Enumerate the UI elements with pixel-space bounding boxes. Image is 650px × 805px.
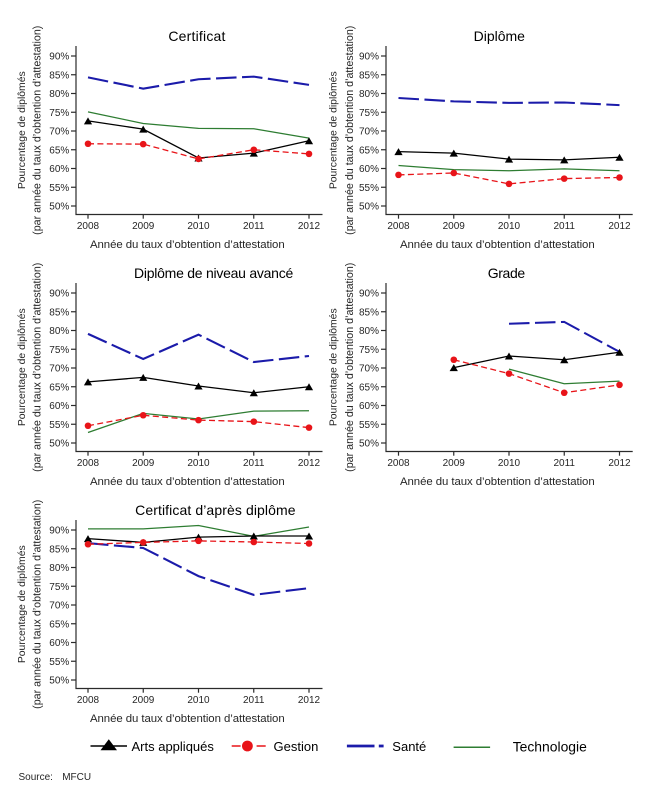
svg-text:(par année du taux d’obtention: (par année du taux d’obtention d’attesta… <box>344 263 356 472</box>
svg-text:2011: 2011 <box>553 458 575 469</box>
svg-text:Année du taux d’obtention d’at: Année du taux d’obtention d’attestation <box>90 239 285 251</box>
svg-text:2009: 2009 <box>443 458 466 469</box>
svg-text:2012: 2012 <box>298 221 321 232</box>
svg-text:75%: 75% <box>359 108 379 119</box>
svg-text:90%: 90% <box>359 52 379 63</box>
svg-text:75%: 75% <box>49 345 69 356</box>
svg-text:80%: 80% <box>359 89 379 100</box>
svg-text:90%: 90% <box>49 289 69 300</box>
svg-text:55%: 55% <box>49 183 69 194</box>
svg-text:2011: 2011 <box>553 221 575 232</box>
svg-text:Source:: Source: <box>19 772 53 783</box>
svg-text:2011: 2011 <box>243 221 265 232</box>
svg-text:70%: 70% <box>359 127 379 138</box>
svg-text:Année du taux d’obtention d’at: Année du taux d’obtention d’attestation <box>90 713 285 725</box>
svg-text:75%: 75% <box>49 108 69 119</box>
svg-text:Santé: Santé <box>392 739 426 754</box>
svg-text:Pourcentage de diplômés: Pourcentage de diplômés <box>17 308 28 426</box>
svg-text:2008: 2008 <box>77 221 100 232</box>
svg-text:2008: 2008 <box>387 458 410 469</box>
svg-text:60%: 60% <box>49 401 69 412</box>
svg-text:85%: 85% <box>359 307 379 318</box>
svg-text:2011: 2011 <box>243 695 265 706</box>
svg-text:(par année du taux d’obtention: (par année du taux d’obtention d’attesta… <box>344 26 356 235</box>
svg-text:(par année du taux d’obtention: (par année du taux d’obtention d’attesta… <box>32 263 44 472</box>
svg-text:55%: 55% <box>359 183 379 194</box>
svg-text:65%: 65% <box>49 619 69 630</box>
svg-text:90%: 90% <box>359 289 379 300</box>
svg-text:2010: 2010 <box>498 221 521 232</box>
svg-text:Année du taux d’obtention d’at: Année du taux d’obtention d’attestation <box>400 476 595 488</box>
svg-text:85%: 85% <box>49 544 69 555</box>
svg-text:Certificat: Certificat <box>168 28 225 44</box>
svg-text:80%: 80% <box>49 89 69 100</box>
svg-text:70%: 70% <box>49 601 69 612</box>
svg-text:90%: 90% <box>49 52 69 63</box>
svg-text:Pourcentage de diplômés: Pourcentage de diplômés <box>17 71 28 189</box>
svg-text:80%: 80% <box>49 326 69 337</box>
svg-text:2012: 2012 <box>298 458 321 469</box>
svg-text:2008: 2008 <box>387 221 410 232</box>
svg-text:75%: 75% <box>359 345 379 356</box>
svg-text:Pourcentage de diplômés: Pourcentage de diplômés <box>17 545 28 663</box>
svg-text:50%: 50% <box>49 202 69 213</box>
svg-text:Année du taux d’obtention d’at: Année du taux d’obtention d’attestation <box>90 476 285 488</box>
svg-text:(par année du taux d’obtention: (par année du taux d’obtention d’attesta… <box>32 500 44 709</box>
svg-text:2012: 2012 <box>298 695 321 706</box>
svg-text:Diplôme: Diplôme <box>474 28 526 44</box>
svg-text:60%: 60% <box>359 401 379 412</box>
svg-text:2009: 2009 <box>443 221 466 232</box>
svg-text:2010: 2010 <box>187 695 210 706</box>
svg-text:65%: 65% <box>49 382 69 393</box>
svg-text:Grade: Grade <box>488 265 526 281</box>
svg-text:80%: 80% <box>49 563 69 574</box>
svg-text:85%: 85% <box>49 307 69 318</box>
svg-text:55%: 55% <box>49 420 69 431</box>
svg-text:50%: 50% <box>359 202 379 213</box>
svg-text:65%: 65% <box>359 382 379 393</box>
svg-text:Pourcentage de diplômés: Pourcentage de diplômés <box>329 308 340 426</box>
svg-text:2008: 2008 <box>77 695 100 706</box>
svg-text:Technologie: Technologie <box>513 738 587 754</box>
svg-text:Arts appliqués: Arts appliqués <box>132 739 215 754</box>
svg-text:70%: 70% <box>49 127 69 138</box>
svg-text:Année du taux d’obtention d’at: Année du taux d’obtention d’attestation <box>400 239 595 251</box>
svg-text:Gestion: Gestion <box>274 739 319 754</box>
svg-text:80%: 80% <box>359 326 379 337</box>
svg-text:60%: 60% <box>49 164 69 175</box>
svg-text:85%: 85% <box>49 70 69 81</box>
svg-text:2009: 2009 <box>132 695 155 706</box>
svg-text:75%: 75% <box>49 582 69 593</box>
svg-text:70%: 70% <box>49 364 69 375</box>
svg-text:55%: 55% <box>49 657 69 668</box>
svg-text:60%: 60% <box>49 638 69 649</box>
svg-text:50%: 50% <box>49 676 69 687</box>
svg-text:50%: 50% <box>49 439 69 450</box>
svg-text:(par année du taux d’obtention: (par année du taux d’obtention d’attesta… <box>32 26 44 235</box>
svg-text:2010: 2010 <box>498 458 521 469</box>
svg-text:2012: 2012 <box>608 221 631 232</box>
svg-text:2008: 2008 <box>77 458 100 469</box>
svg-text:2011: 2011 <box>243 458 265 469</box>
svg-text:2010: 2010 <box>187 458 210 469</box>
svg-text:90%: 90% <box>49 526 69 537</box>
svg-text:65%: 65% <box>359 145 379 156</box>
svg-text:2009: 2009 <box>132 458 155 469</box>
svg-text:65%: 65% <box>49 145 69 156</box>
svg-text:55%: 55% <box>359 420 379 431</box>
svg-text:2010: 2010 <box>187 221 210 232</box>
svg-text:Pourcentage de diplômés: Pourcentage de diplômés <box>329 71 340 189</box>
svg-text:2012: 2012 <box>608 458 631 469</box>
svg-text:50%: 50% <box>359 439 379 450</box>
svg-text:2009: 2009 <box>132 221 155 232</box>
svg-text:MFCU: MFCU <box>62 772 91 783</box>
svg-text:60%: 60% <box>359 164 379 175</box>
svg-text:Diplôme de niveau avancé: Diplôme de niveau avancé <box>134 265 293 281</box>
svg-text:85%: 85% <box>359 70 379 81</box>
svg-text:70%: 70% <box>359 364 379 375</box>
svg-text:Certificat d’après diplôme: Certificat d’après diplôme <box>135 502 296 518</box>
